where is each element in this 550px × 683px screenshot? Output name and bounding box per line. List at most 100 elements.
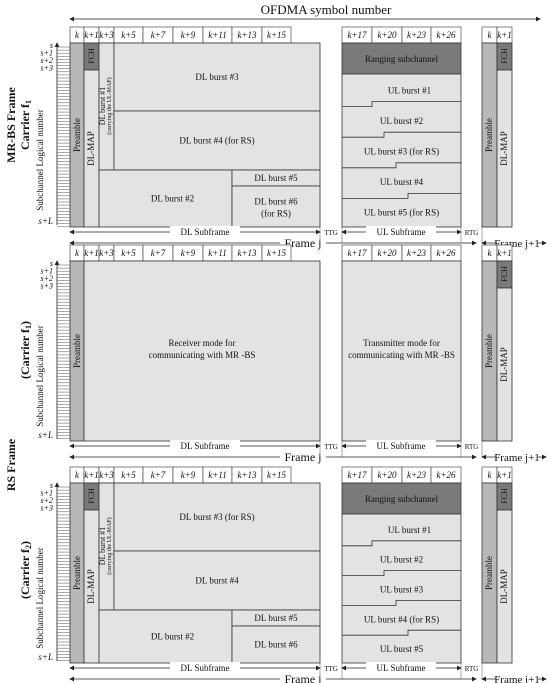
- fch-label: FCH: [87, 48, 96, 64]
- dl-burst-3: [113, 42, 321, 112]
- col-header-dl-3-label: k+5: [121, 248, 136, 258]
- ul-subframe-label: UL Subframe: [377, 441, 426, 451]
- rs-carrier1-label: (Carrier f1): [18, 321, 33, 379]
- subchannel-label-0: s: [50, 259, 53, 268]
- next-preamble-label: Preamble: [484, 556, 494, 590]
- frame-j1-label: Frame j+1: [494, 674, 540, 683]
- col-header-next-k-label: k: [488, 248, 493, 258]
- next-dl-map-label: DL-MAP: [499, 569, 509, 604]
- dl-map-label: DL-MAP: [86, 131, 96, 166]
- subchannel-label-2: s+2: [40, 274, 53, 283]
- subchannel-label-1: s+1: [40, 267, 53, 276]
- col-header-ul-2-label: k+20: [377, 248, 397, 258]
- ul-burst-separator: [342, 570, 461, 576]
- col-header-dl-7-label: k+13: [237, 30, 257, 40]
- col-header-dl-8-label: k+15: [267, 470, 287, 480]
- col-header-dl-5-label: k+9: [181, 248, 196, 258]
- dl-burst-6-note: (for RS): [261, 209, 291, 219]
- next-dl-map-block: [496, 69, 513, 228]
- s-plus-l-label: s+L: [38, 216, 53, 226]
- ul-burst-separator: [342, 193, 461, 199]
- col-header-dl-2-label: k+3: [99, 30, 114, 40]
- col-header-ul-3-label: k+23: [407, 30, 427, 40]
- ul-burst-5-label: UL burst #5 (for RS): [364, 208, 439, 218]
- col-header-ul-1-label: k+17: [347, 30, 367, 40]
- frame-panel-1: k k+1 k+3 k+5 k+7 k+9 k+11 k+13 k+15 k+17 k+20 k+23…: [35, 26, 547, 250]
- ul-subframe-label: UL Subframe: [377, 663, 426, 673]
- subchannel-label-3: s+3: [40, 504, 53, 513]
- receiver-mode-label-2: communicating with MR -BS: [149, 350, 256, 360]
- dl-map-label: DL-MAP: [86, 569, 96, 604]
- y-axis-label: Subchannel Logical number: [35, 547, 45, 648]
- transmitter-mode-block: [341, 260, 462, 442]
- frame-panel-3: k k+1 k+3 k+5 k+7 k+9 k+11 k+13 k+15 k+17 k+20 k+23…: [35, 466, 547, 683]
- frame-j-label: Frame j: [285, 450, 322, 464]
- dl-burst-1-label: DL burst #1: [98, 527, 107, 565]
- col-header-dl-8-label: k+15: [267, 248, 287, 258]
- ul-burst-1-label: UL burst #1: [388, 525, 431, 535]
- ul-subframe-label: UL Subframe: [377, 227, 426, 237]
- page-title: OFDMA symbol number: [261, 2, 392, 17]
- col-header-dl-7-label: k+13: [237, 248, 257, 258]
- subchannel-label-3: s+3: [40, 64, 53, 73]
- ul-burst-separator: [342, 540, 461, 547]
- dl-burst-1-label: DL burst #1: [98, 87, 107, 125]
- ul-burst-separator: [342, 101, 461, 107]
- transmitter-mode-label-2: communicating with MR -BS: [348, 350, 455, 360]
- col-header-dl-4-label: k+7: [151, 248, 166, 258]
- col-header-dl-1-label: k+1: [84, 248, 99, 258]
- preamble-label: Preamble: [72, 118, 82, 152]
- rtg-label: RTG: [465, 443, 479, 451]
- dl-burst-3-label: DL burst #3 (for RS): [179, 512, 254, 522]
- dl-burst-3-label: DL burst #3: [195, 72, 239, 82]
- dl-subframe-label: DL Subframe: [181, 663, 230, 673]
- col-header-k-label: k: [75, 470, 80, 480]
- next-dl-map-block: [496, 287, 513, 442]
- col-header-dl-6-label: k+11: [208, 470, 226, 480]
- col-header-ul-2-label: k+20: [377, 30, 397, 40]
- subchannel-label-2: s+2: [40, 496, 53, 505]
- ranging-label: Ranging subchannel: [365, 494, 439, 504]
- subchannel-label-0: s: [50, 481, 53, 490]
- receiver-mode-block: [83, 260, 321, 442]
- col-header-ul-1-label: k+17: [347, 470, 367, 480]
- col-header-dl-1-label: k+1: [84, 30, 99, 40]
- col-header-ul-4-label: k+26: [436, 248, 456, 258]
- ttg-label: TTG: [324, 229, 338, 237]
- ranging-label: Ranging subchannel: [365, 54, 439, 64]
- dl-burst-5-label: DL burst #5: [254, 173, 298, 183]
- col-header-ul-3-label: k+23: [407, 248, 427, 258]
- ul-burst-separator: [342, 629, 461, 636]
- ranging-subchannel: [341, 482, 462, 515]
- ul-bursts-block: [341, 513, 462, 664]
- dl-burst-4-label: DL burst #4 (for RS): [179, 136, 254, 146]
- fch-label: FCH: [87, 488, 96, 504]
- transmitter-mode-label: Transmitter mode for: [363, 338, 440, 348]
- ul-burst-4-label: UL burst #4 (for RS): [364, 614, 439, 624]
- col-header-ul-2-label: k+20: [377, 470, 397, 480]
- col-header-ul-1-label: k+17: [347, 248, 367, 258]
- dl-burst-2-label: DL burst #2: [151, 194, 194, 204]
- dl-burst-6-label: DL burst #6: [254, 197, 298, 207]
- rtg-label: RTG: [465, 665, 479, 673]
- dl-burst-4: [113, 110, 321, 171]
- dl-subframe-label: DL Subframe: [181, 441, 230, 451]
- ttg-label: TTG: [324, 665, 338, 673]
- dl-burst-1-note: (carrying the UL-MAP): [106, 77, 113, 134]
- col-header-next-k1-label: k+1: [497, 470, 512, 480]
- col-header-next-k1-label: k+1: [497, 248, 512, 258]
- col-header-dl-4-label: k+7: [151, 30, 166, 40]
- frame-j-label: Frame j: [285, 236, 322, 250]
- col-header-dl-4-label: k+7: [151, 470, 166, 480]
- col-header-k-label: k: [75, 30, 80, 40]
- col-header-ul-4-label: k+26: [436, 470, 456, 480]
- col-header-dl-3-label: k+5: [121, 470, 136, 480]
- col-header-dl-2-label: k+3: [99, 470, 114, 480]
- y-axis-label: Subchannel Logical number: [35, 109, 45, 210]
- col-header-ul-4-label: k+26: [436, 30, 456, 40]
- subchannel-label-0: s: [50, 41, 53, 50]
- next-fch-label: FCH: [500, 488, 509, 504]
- next-dl-map-label: DL-MAP: [499, 131, 509, 166]
- mrbs-frame-label: MR-BS Frame: [4, 87, 18, 163]
